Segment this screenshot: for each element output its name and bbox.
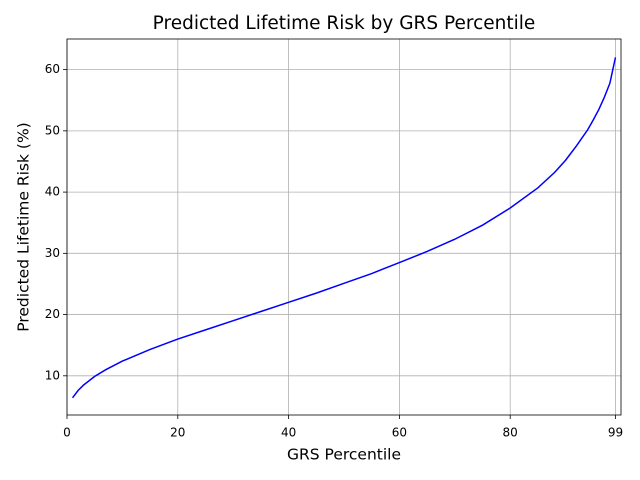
y-tick-label: 40	[45, 185, 60, 199]
x-tick-label: 99	[608, 426, 623, 440]
x-axis-label: GRS Percentile	[287, 446, 401, 464]
y-tick-label: 60	[45, 62, 60, 76]
x-tick-label: 80	[503, 426, 518, 440]
y-tick-label: 20	[45, 307, 60, 321]
x-tick-label: 40	[281, 426, 296, 440]
x-tick-label: 0	[63, 426, 71, 440]
y-axis-label: Predicted Lifetime Risk (%)	[15, 122, 33, 331]
x-tick-label: 20	[170, 426, 185, 440]
plot-frame	[66, 38, 622, 416]
line	[71, 57, 617, 399]
x-tick-label: 60	[392, 426, 407, 440]
y-tick-label: 10	[45, 368, 60, 382]
y-tick-label: 30	[45, 246, 60, 260]
chart-title: Predicted Lifetime Risk by GRS Percentil…	[153, 13, 536, 34]
y-tick-label: 50	[45, 123, 60, 137]
